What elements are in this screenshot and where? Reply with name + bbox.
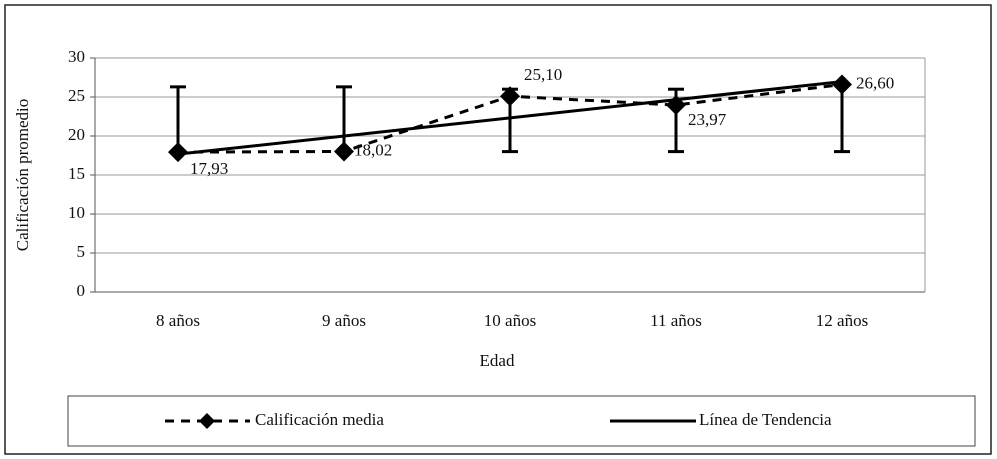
data-label: 18,02 (354, 140, 392, 159)
y-tick-label: 0 (77, 281, 86, 300)
x-axis-label: Edad (480, 351, 515, 370)
x-tick-label: 10 años (484, 311, 536, 330)
marker (168, 142, 188, 163)
y-tick-label: 10 (68, 203, 85, 222)
trend-line (177, 80, 843, 156)
legend-label: Calificación media (255, 410, 384, 429)
chart-border (4, 4, 992, 455)
y-tick-label: 20 (68, 125, 85, 144)
legend-box (67, 395, 976, 447)
y-tick-label: 15 (68, 164, 85, 183)
data-label: 23,97 (688, 110, 727, 129)
y-axis-label: Calificación promedio (13, 99, 32, 251)
y-tick-label: 5 (77, 242, 86, 261)
x-tick-label: 11 años (650, 311, 702, 330)
legend-label: Línea de Tendencia (699, 410, 832, 429)
marker (334, 141, 354, 162)
x-tick-label: 8 años (156, 311, 200, 330)
y-tick-label: 25 (68, 86, 85, 105)
marker (666, 95, 686, 116)
y-tick-label: 30 (68, 47, 85, 66)
data-label: 17,93 (190, 159, 228, 178)
data-label: 26,60 (856, 73, 894, 92)
legend-marker (199, 413, 215, 429)
marker (832, 74, 852, 95)
x-tick-label: 9 años (322, 311, 366, 330)
marker (500, 86, 520, 107)
x-tick-label: 12 años (816, 311, 868, 330)
data-label: 25,10 (524, 65, 562, 84)
